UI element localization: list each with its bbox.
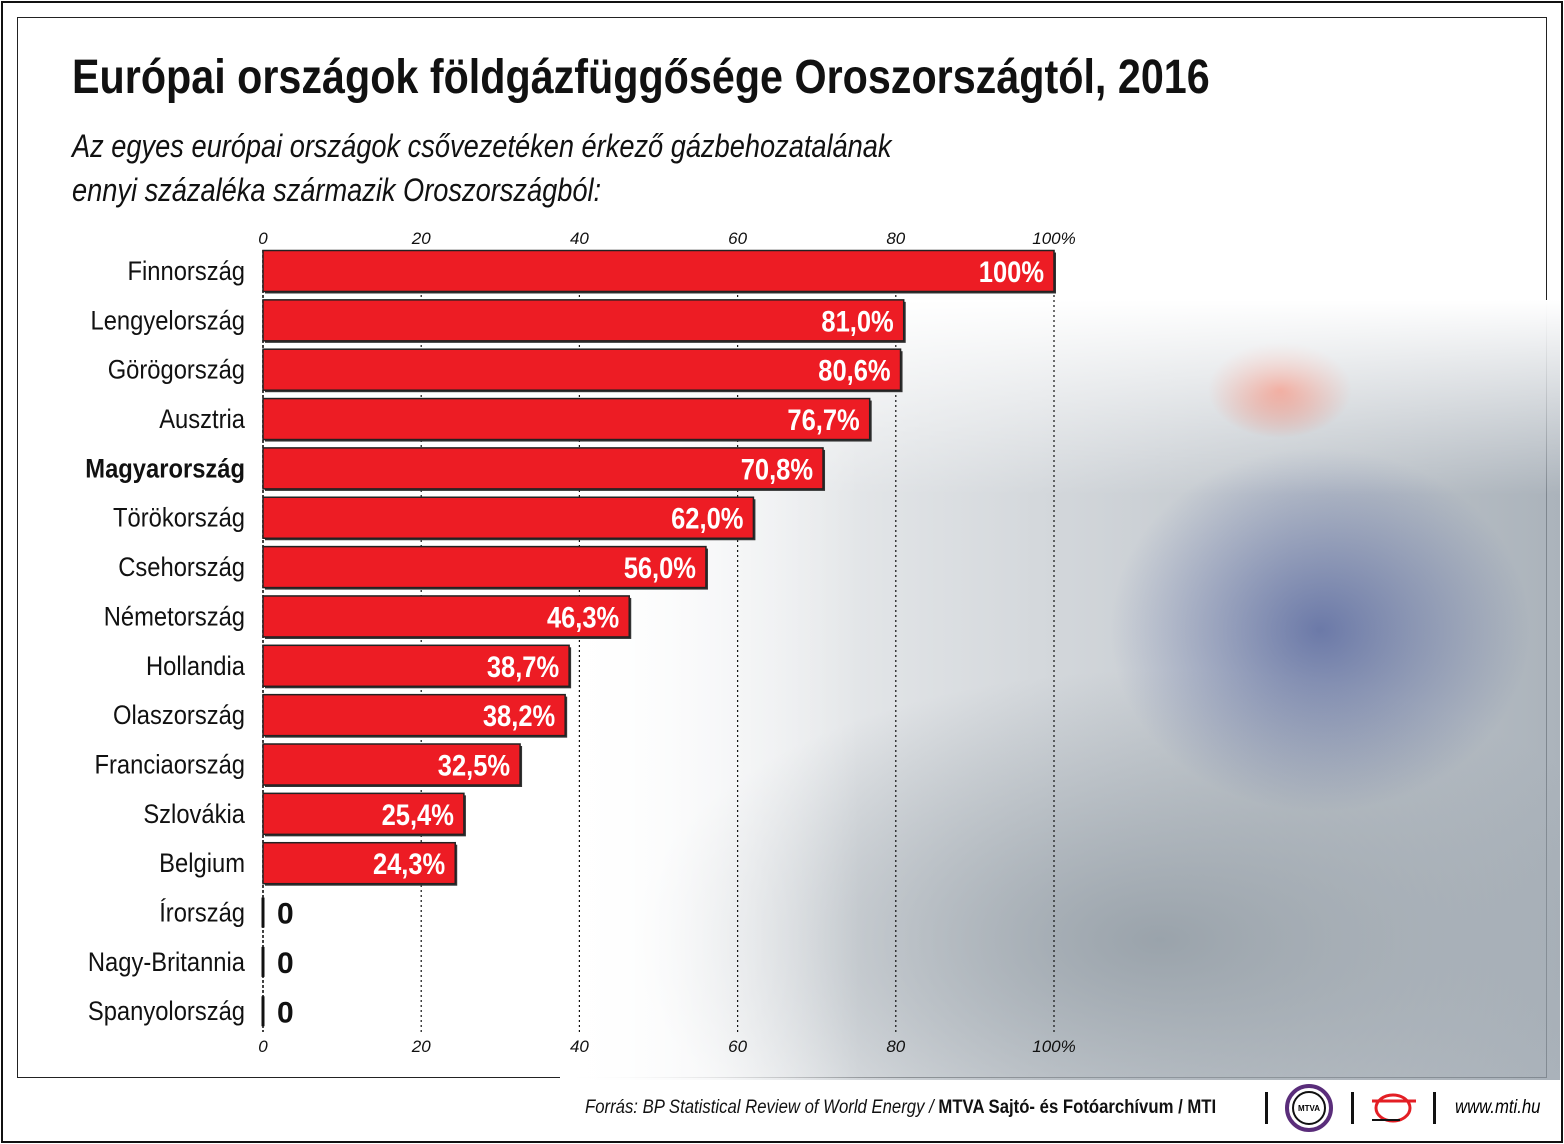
- bar-value-label: 24,3%: [373, 847, 446, 880]
- category-label: Magyarország: [85, 454, 245, 484]
- bar-value-label: 56,0%: [624, 551, 697, 584]
- category-label: Hollandia: [146, 651, 246, 681]
- category-label: Lengyelország: [91, 306, 245, 336]
- tick-label: 20: [411, 229, 431, 248]
- bar: [262, 644, 570, 688]
- bar: [262, 743, 521, 786]
- category-label: Franciaország: [95, 750, 245, 780]
- divider: [1265, 1092, 1268, 1124]
- category-label: Ausztria: [159, 405, 246, 435]
- bar: [262, 496, 755, 539]
- bar-value-label: 76,7%: [787, 403, 860, 436]
- bar-value-label: 32,5%: [438, 749, 511, 782]
- bar-value-label: 70,8%: [741, 452, 814, 485]
- tick-label: 60: [728, 229, 747, 248]
- divider: [1433, 1092, 1436, 1124]
- bar: [262, 792, 465, 836]
- bar: [262, 348, 902, 391]
- website-link[interactable]: www.mti.hu: [1455, 1097, 1541, 1118]
- bar-value-label: 0: [277, 898, 294, 931]
- bar: [262, 595, 630, 638]
- bar-value-label: 38,7%: [487, 650, 560, 683]
- bar-value-label: 81,0%: [821, 304, 894, 337]
- tick-label: 40: [570, 229, 589, 248]
- bar: [262, 841, 456, 885]
- source-text: Forrás: BP Statistical Review of World E…: [585, 1097, 939, 1118]
- tick-label: 20: [411, 1037, 431, 1056]
- bar-value-label: 0: [277, 996, 294, 1029]
- category-label: Finnország: [128, 257, 245, 287]
- category-label: Olaszország: [113, 701, 245, 731]
- bar: [262, 693, 566, 737]
- bar-value-label: 62,0%: [671, 502, 744, 535]
- tick-label: 80: [886, 1037, 905, 1056]
- chart-subtitle-line2: ennyi százaléka származik Oroszországból…: [72, 172, 602, 208]
- bar: [262, 299, 905, 342]
- category-label: Csehország: [118, 553, 245, 583]
- divider: [1351, 1092, 1354, 1124]
- bar-value-label: 38,2%: [483, 699, 556, 732]
- tick-label: 40: [570, 1037, 589, 1056]
- bar-value-label: 80,6%: [818, 354, 891, 387]
- bar-value-label: 25,4%: [382, 798, 455, 831]
- source-agency: MTVA Sajtó- és Fotóarchívum / MTI: [938, 1097, 1217, 1118]
- tick-label: 100%: [1032, 229, 1075, 248]
- chart-subtitle-line1: Az egyes európai országok csővezetéken é…: [72, 128, 892, 164]
- tick-label: 0: [258, 1037, 268, 1056]
- bar-value-label: 0: [277, 947, 294, 980]
- category-label: Németország: [104, 602, 245, 632]
- category-label: Belgium: [159, 849, 245, 879]
- category-label: Spanyolország: [88, 997, 245, 1027]
- category-label: Törökország: [113, 503, 245, 533]
- bar-value-label: 100%: [979, 255, 1044, 288]
- category-label: Görögország: [108, 355, 245, 385]
- bar: [262, 249, 1055, 293]
- category-label: Szlovákia: [143, 799, 245, 829]
- tick-label: 60: [728, 1037, 747, 1056]
- tick-label: 100%: [1032, 1037, 1075, 1056]
- bar: [262, 397, 871, 441]
- bar: [262, 447, 824, 490]
- source-credit: Forrás: BP Statistical Review of World E…: [585, 1097, 1216, 1119]
- bar-value-label: 46,3%: [547, 601, 620, 634]
- tick-label: 0: [258, 229, 268, 248]
- category-label: Írország: [159, 897, 245, 928]
- category-label: Nagy-Britannia: [88, 948, 246, 978]
- tick-label: 80: [886, 229, 905, 248]
- chart-title: Európai országok földgázfüggősége Oroszo…: [72, 51, 1210, 104]
- bar: [262, 545, 707, 589]
